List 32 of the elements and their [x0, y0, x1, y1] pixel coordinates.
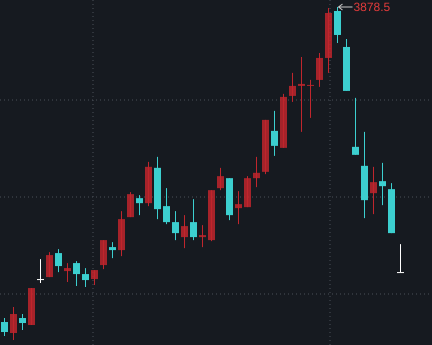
candlestick	[271, 110, 278, 156]
candlestick	[370, 166, 377, 215]
candlestick	[37, 258, 44, 284]
candlestick	[397, 244, 404, 274]
candlestick	[190, 198, 197, 241]
candlestick	[136, 194, 143, 216]
candlestick	[307, 79, 314, 118]
candlestick	[298, 56, 305, 132]
candlestick	[172, 210, 179, 241]
candlestick	[316, 52, 323, 88]
candlestick	[253, 156, 260, 188]
candlestick	[289, 72, 296, 102]
candlestick	[46, 252, 53, 278]
candlestick	[199, 224, 206, 248]
candlestick	[163, 188, 170, 225]
candlestick	[127, 192, 134, 218]
candlestick	[352, 97, 359, 156]
candlestick	[217, 167, 224, 191]
candlestick	[235, 190, 242, 225]
candlestick	[10, 306, 17, 340]
candlestick	[19, 314, 26, 331]
candlestick	[1, 318, 8, 337]
candlestick	[109, 242, 116, 259]
candlestick	[64, 262, 71, 283]
candlestick	[91, 270, 98, 286]
candlestick	[334, 6, 341, 44]
candlestick	[82, 268, 89, 288]
candlestick	[181, 214, 188, 249]
candlestick	[55, 248, 62, 273]
annotation: 3878.5	[354, 0, 391, 14]
candlestick	[73, 260, 80, 287]
candlestick	[379, 162, 386, 206]
